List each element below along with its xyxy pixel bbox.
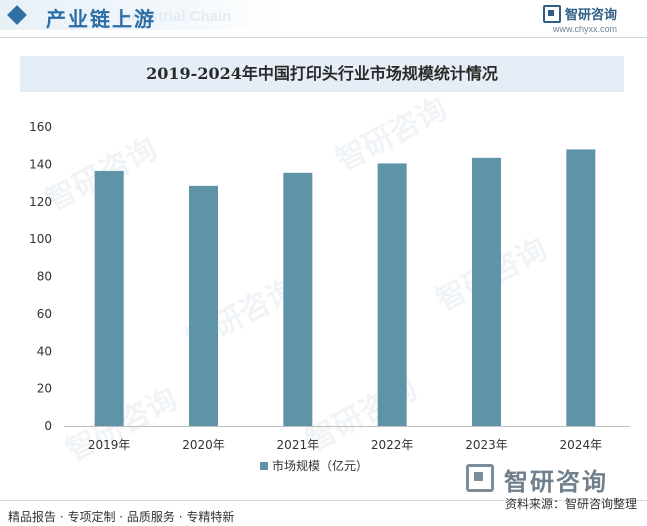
source-note: 资料来源：智研咨询整理	[504, 497, 637, 511]
y-tick-label: 140	[29, 157, 52, 171]
y-tick-label: 20	[37, 382, 52, 396]
x-tick-label: 2023年	[465, 438, 508, 452]
y-tick-label: 80	[37, 270, 52, 284]
bar-2022年	[377, 163, 407, 427]
bar-2024年	[566, 149, 596, 427]
y-tick-label: 60	[37, 307, 52, 321]
brand-url: www.chyxx.com	[553, 24, 618, 34]
brand-name: 智研咨询	[565, 8, 618, 23]
header-banner	[0, 0, 280, 30]
bar-2023年	[472, 157, 501, 426]
header-ghost-text: Industrial Chain	[118, 8, 232, 25]
y-tick-label: 120	[29, 195, 52, 209]
x-tick-label: 2021年	[277, 438, 320, 452]
legend-label: 市场规模（亿元）	[272, 458, 368, 473]
y-tick-label: 0	[44, 419, 52, 433]
footer-logo: 智研咨询	[466, 462, 636, 496]
y-tick-label: 160	[29, 120, 52, 134]
chart-title: 2019-2024年中国打印头行业市场规模统计情况	[146, 64, 498, 83]
y-tick-label: 40	[37, 344, 52, 358]
x-tick-label: 2019年	[88, 438, 131, 452]
footer-logo-icon	[466, 464, 494, 492]
bar-2020年	[189, 185, 218, 426]
page-header: Industrial Chain 产业链上游 智研咨询 www.chyxx.co…	[0, 0, 647, 42]
x-tick-label: 2024年	[560, 438, 603, 452]
legend-swatch	[260, 462, 268, 470]
section-title: 产业链上游	[46, 7, 156, 31]
brand-logo-icon	[543, 5, 561, 23]
x-tick-label: 2020年	[182, 438, 225, 452]
footer-tags: 精品报告 · 专项定制 · 品质服务 · 专精特新	[8, 510, 235, 524]
bar-2021年	[283, 172, 313, 426]
footer-logo-text: 智研咨询	[504, 468, 608, 496]
chart-title-box: 2019-2024年中国打印头行业市场规模统计情况	[20, 56, 624, 92]
header-divider	[0, 37, 647, 38]
y-tick-label: 100	[29, 232, 52, 246]
x-tick-label: 2022年	[371, 438, 414, 452]
footer-divider	[0, 500, 647, 501]
bar-2019年	[94, 170, 124, 426]
brand: 智研咨询 www.chyxx.com	[543, 4, 633, 36]
